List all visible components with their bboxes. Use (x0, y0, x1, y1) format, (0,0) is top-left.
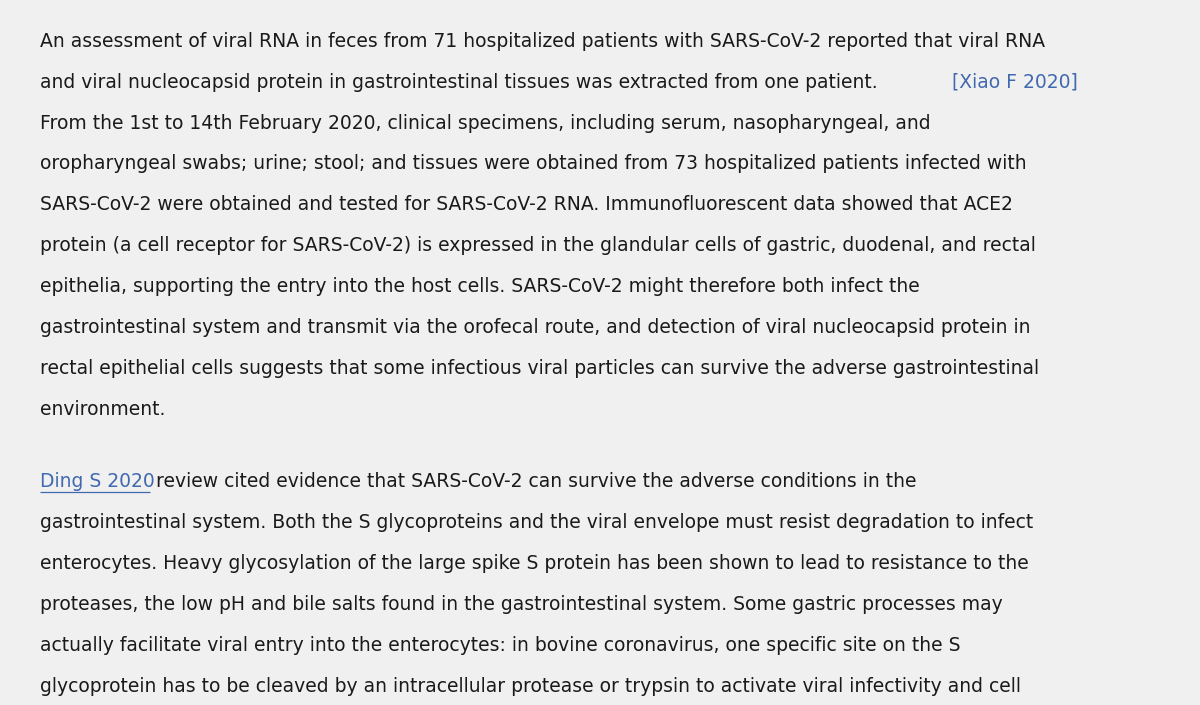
Text: actually facilitate viral entry into the enterocytes: in bovine coronavirus, one: actually facilitate viral entry into the… (40, 636, 960, 655)
Text: glycoprotein has to be cleaved by an intracellular protease or trypsin to activa: glycoprotein has to be cleaved by an int… (40, 677, 1020, 696)
Text: [Xiao F 2020]: [Xiao F 2020] (953, 73, 1079, 92)
Text: and viral nucleocapsid protein in gastrointestinal tissues was extracted from on: and viral nucleocapsid protein in gastro… (40, 73, 883, 92)
Text: enterocytes. Heavy glycosylation of the large spike S protein has been shown to : enterocytes. Heavy glycosylation of the … (40, 554, 1028, 573)
Text: oropharyngeal swabs; urine; stool; and tissues were obtained from 73 hospitalize: oropharyngeal swabs; urine; stool; and t… (40, 154, 1026, 173)
Text: From the 1st to 14th February 2020, clinical specimens, including serum, nasopha: From the 1st to 14th February 2020, clin… (40, 114, 930, 133)
Text: rectal epithelial cells suggests that some infectious viral particles can surviv: rectal epithelial cells suggests that so… (40, 359, 1039, 378)
Text: gastrointestinal system and transmit via the orofecal route, and detection of vi: gastrointestinal system and transmit via… (40, 318, 1030, 337)
Text: proteases, the low pH and bile salts found in the gastrointestinal system. Some : proteases, the low pH and bile salts fou… (40, 595, 1002, 614)
Text: epithelia, supporting the entry into the host cells. SARS-CoV-2 might therefore : epithelia, supporting the entry into the… (40, 277, 919, 296)
Text: Ding S 2020: Ding S 2020 (40, 472, 155, 491)
Text: SARS-CoV-2 were obtained and tested for SARS-CoV-2 RNA. Immunofluorescent data s: SARS-CoV-2 were obtained and tested for … (40, 195, 1013, 214)
Text: An assessment of viral RNA in feces from 71 hospitalized patients with SARS-CoV-: An assessment of viral RNA in feces from… (40, 32, 1045, 51)
Text: review cited evidence that SARS-CoV-2 can survive the adverse conditions in the: review cited evidence that SARS-CoV-2 ca… (150, 472, 917, 491)
Text: environment.: environment. (40, 400, 164, 419)
Text: gastrointestinal system. Both the S glycoproteins and the viral envelope must re: gastrointestinal system. Both the S glyc… (40, 513, 1033, 532)
Text: protein (a cell receptor for SARS-CoV-2) is expressed in the glandular cells of : protein (a cell receptor for SARS-CoV-2)… (40, 236, 1036, 255)
